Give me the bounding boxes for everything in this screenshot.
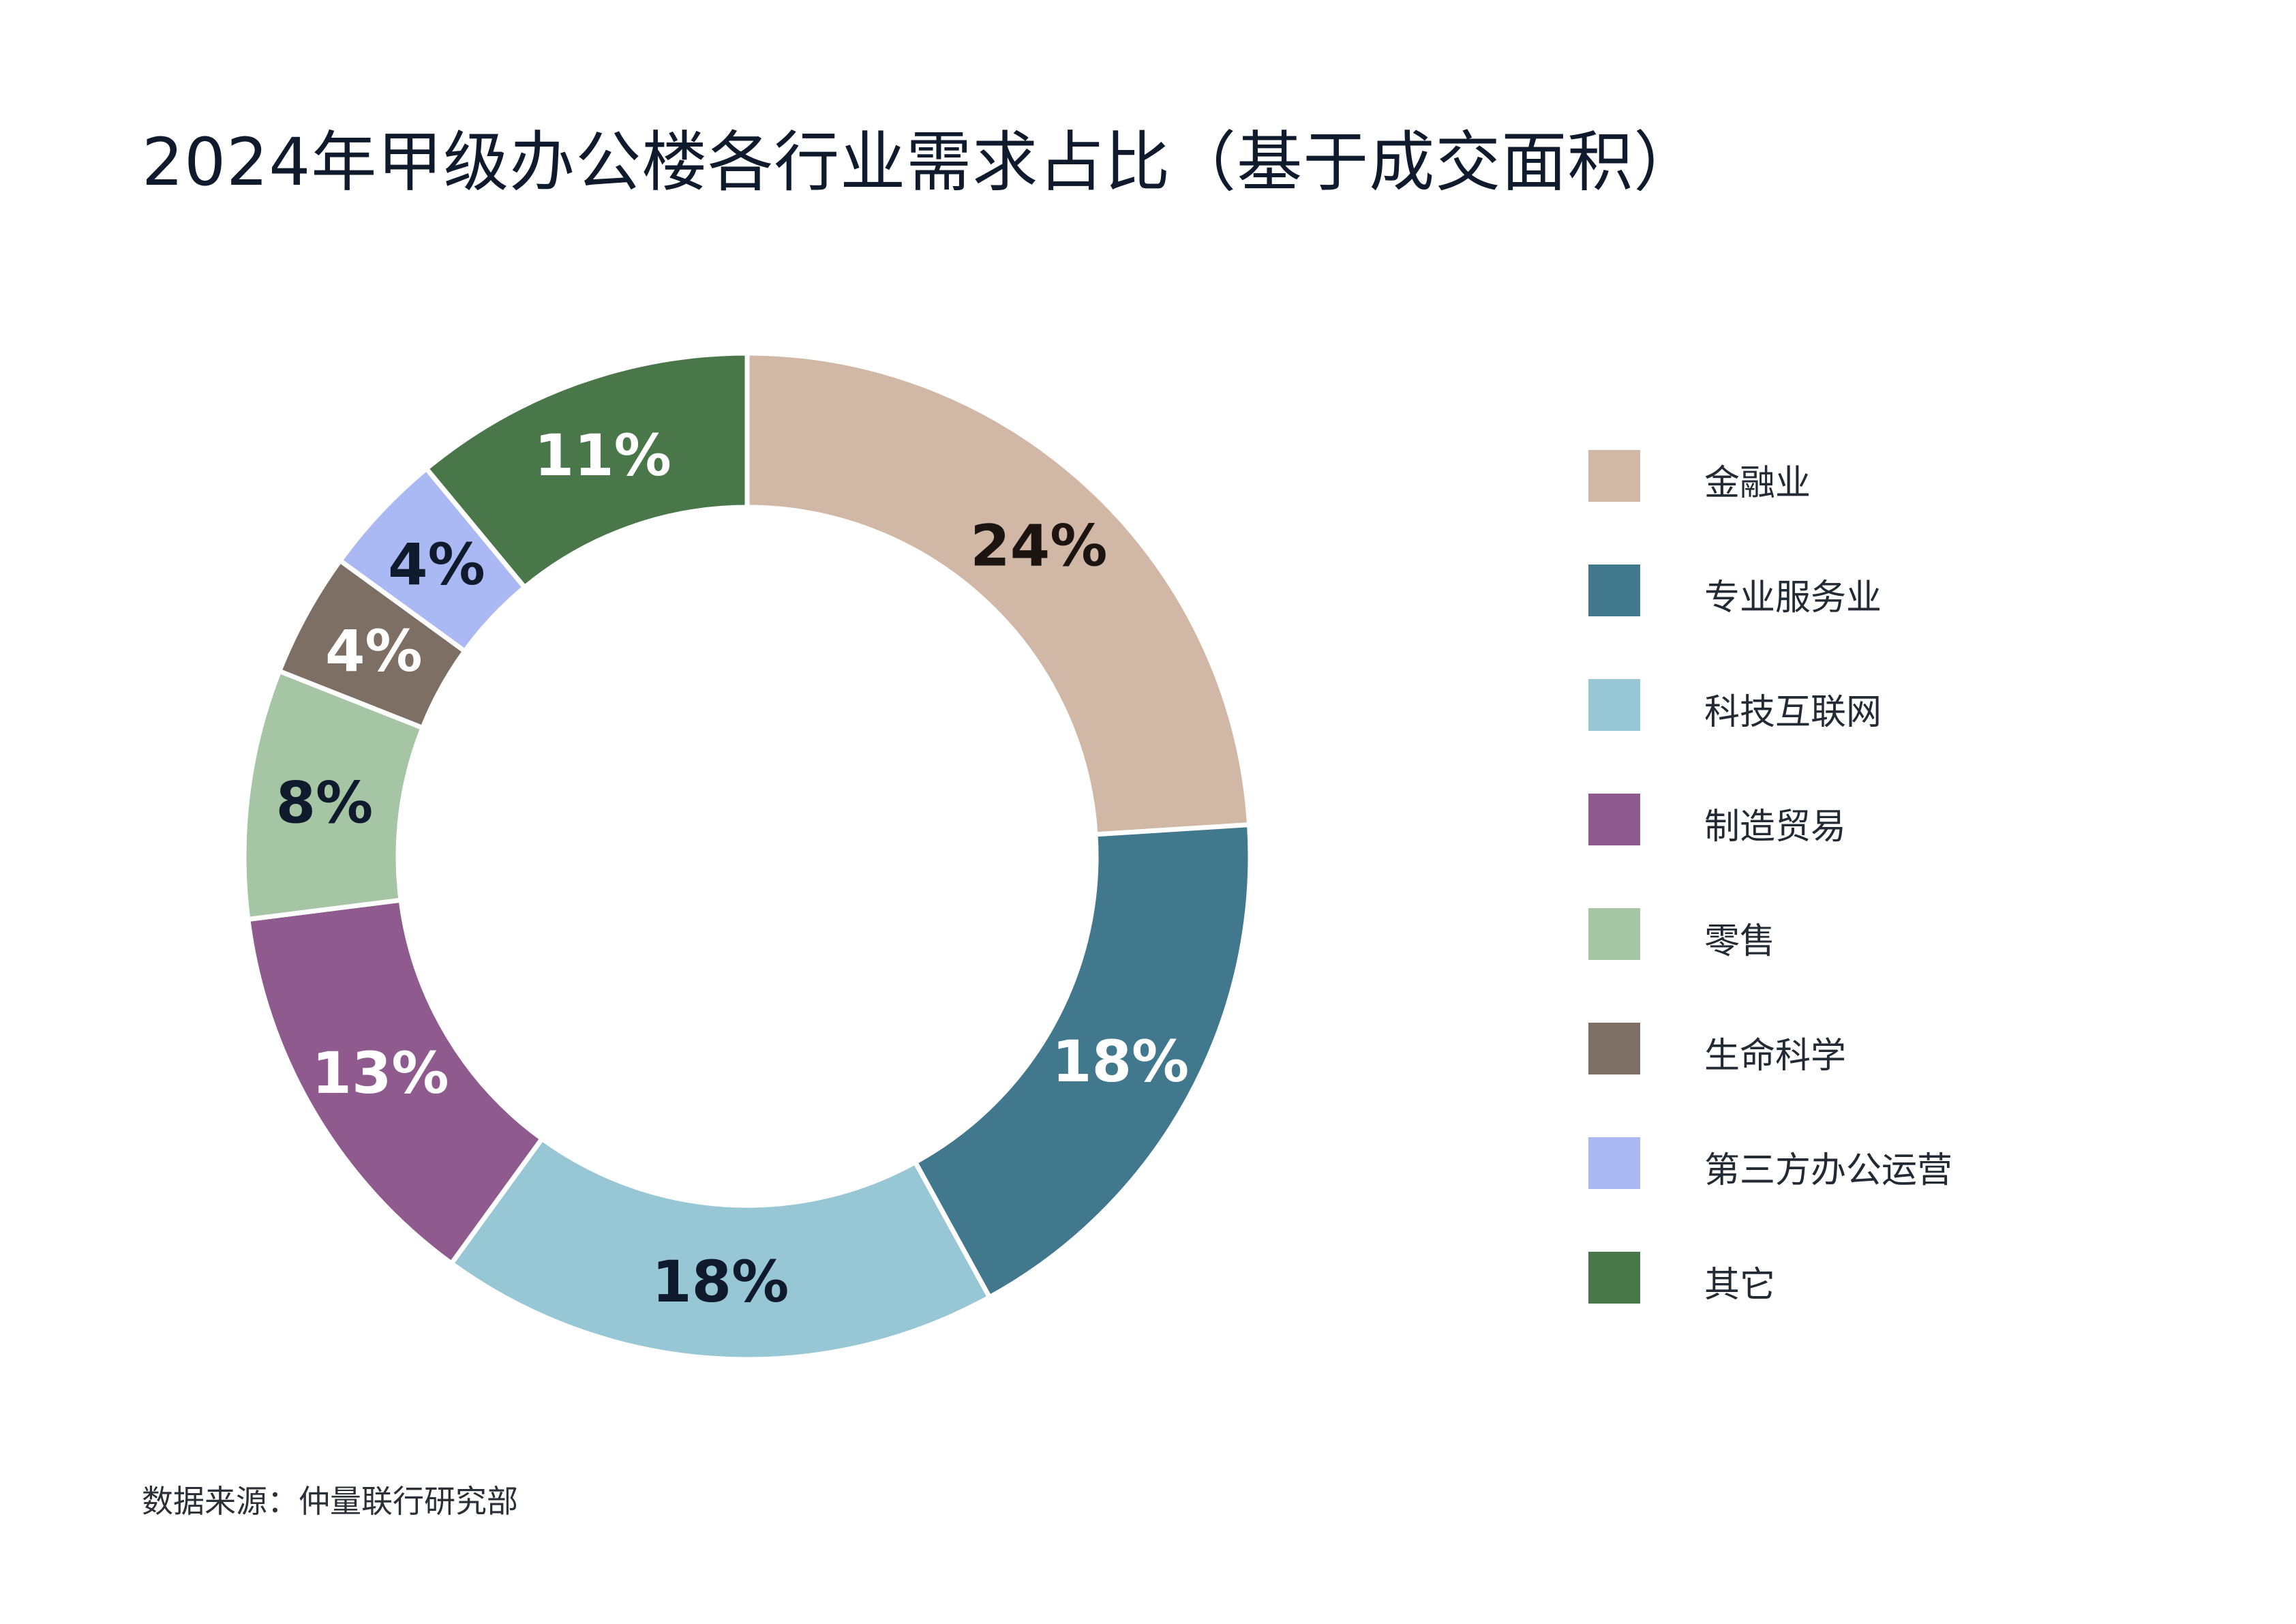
donut-slice-2 (911, 822, 1253, 1301)
chart-title: 2024年甲级办公楼各行业需求占比（基于成交面积） (142, 124, 1700, 200)
legend-item-5: 零售 (1588, 908, 2066, 963)
legend-swatch (1588, 565, 1640, 616)
slice-label-1: 24% (970, 512, 1107, 579)
slice-label-5: 8% (276, 770, 374, 837)
legend-label: 零售 (1704, 921, 1776, 962)
legend-item-7: 第三方办公运营 (1588, 1137, 2066, 1192)
legend-swatch (1588, 1252, 1640, 1304)
slice-label-7: 4% (388, 531, 485, 598)
donut-slice-1 (744, 350, 1252, 837)
slice-label-6: 4% (325, 618, 423, 685)
legend-item-2: 专业服务业 (1588, 565, 2066, 619)
legend-item-6: 生命科学 (1588, 1023, 2066, 1077)
legend-label: 科技互联网 (1704, 692, 1882, 733)
legend-swatch (1588, 908, 1640, 960)
slice-label-2: 18% (1052, 1028, 1189, 1095)
donut-slice-8 (423, 350, 750, 591)
legend-item-4: 制造贸易 (1588, 794, 2066, 848)
legend-item-1: 金融业 (1588, 450, 2066, 505)
legend-swatch (1588, 794, 1640, 845)
legend-label: 金融业 (1704, 463, 1811, 504)
legend-swatch (1588, 679, 1640, 731)
legend-swatch (1588, 450, 1640, 502)
legend-swatch (1588, 1023, 1640, 1074)
legend-label: 专业服务业 (1704, 577, 1882, 618)
donut-slice-3 (448, 1135, 993, 1362)
slice-label-8: 11% (534, 422, 671, 489)
legend-swatch (1588, 1137, 1640, 1189)
legend-label: 制造贸易 (1704, 807, 1847, 847)
slice-label-3: 18% (652, 1248, 789, 1315)
legend-label: 其它 (1704, 1265, 1776, 1306)
legend-item-3: 科技互联网 (1588, 679, 2066, 734)
legend-item-8: 其它 (1588, 1252, 2066, 1306)
legend-label: 第三方办公运营 (1704, 1150, 1953, 1191)
source-note: 数据来源：仲量联行研究部 (142, 1483, 518, 1520)
slice-label-4: 13% (312, 1040, 449, 1107)
legend-label: 生命科学 (1704, 1036, 1847, 1077)
